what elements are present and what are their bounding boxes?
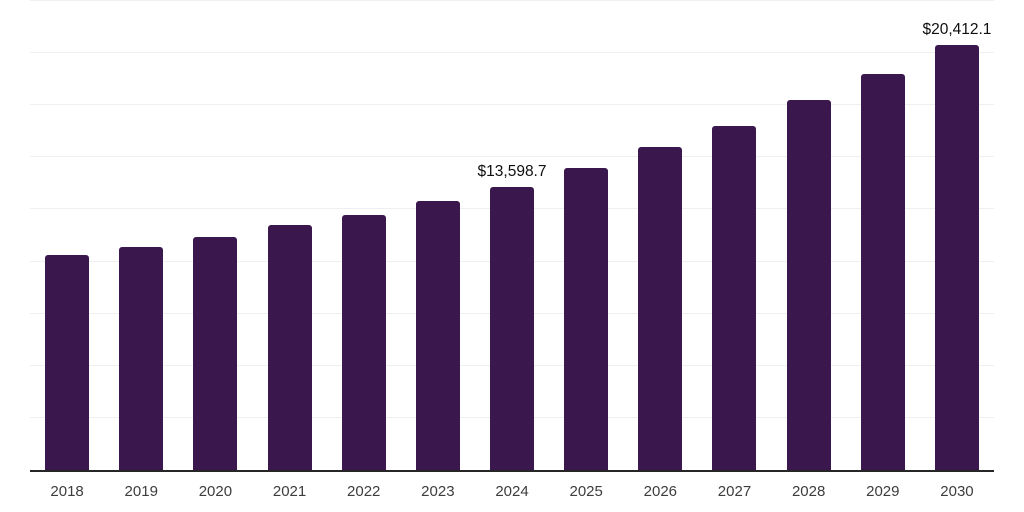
x-tick-2023: 2023 [421, 482, 455, 500]
x-tick-2018: 2018 [50, 482, 84, 500]
x-axis: 2018 2019 2020 2021 2022 2023 2024 2025 2026 2027… [30, 472, 994, 510]
bar-2019[interactable] [119, 246, 164, 470]
bar-slot-2020 [178, 1, 252, 470]
x-tick-2024: 2024 [495, 482, 529, 500]
x-tick-2020: 2020 [198, 482, 233, 500]
bar-slot-2026 [623, 1, 697, 470]
bar-2018[interactable] [45, 254, 90, 470]
bar-slot-2023 [401, 1, 475, 470]
x-tick-2030: 2030 [940, 482, 974, 500]
bar-slot-2025 [549, 1, 623, 470]
bar-2029[interactable] [860, 73, 905, 470]
bar-slot-2018 [30, 1, 104, 470]
bar-2025[interactable] [564, 168, 609, 470]
bar-2026[interactable] [638, 147, 683, 470]
x-tick-2022: 2022 [347, 482, 381, 500]
x-tick-2025: 2025 [569, 482, 603, 500]
data-label-2024: $13,598.7 [477, 163, 547, 181]
bar-slot-2030: $20,412.1 [920, 1, 994, 470]
bars-row: $13,598.7 $20,412.1 [30, 1, 994, 470]
bar-2028[interactable] [786, 100, 831, 470]
bar-2030[interactable] [934, 44, 979, 470]
x-tick-2026: 2026 [643, 482, 678, 500]
bar-2020[interactable] [193, 237, 238, 470]
bar-2023[interactable] [415, 201, 460, 470]
bar-slot-2019 [104, 1, 178, 470]
bar-slot-2028 [772, 1, 846, 470]
bar-2027[interactable] [712, 126, 757, 470]
data-label-2030: $20,412.1 [922, 21, 992, 39]
bar-2024[interactable] [490, 186, 535, 470]
x-tick-2029: 2029 [866, 482, 900, 500]
bar-slot-2022 [327, 1, 401, 470]
x-tick-2021: 2021 [272, 482, 307, 500]
bar-2021[interactable] [267, 225, 312, 470]
x-tick-2027: 2027 [717, 482, 752, 500]
bar-slot-2029 [846, 1, 920, 470]
plot-area: $13,598.7 $20,412.1 [30, 0, 994, 472]
x-tick-2028: 2028 [791, 482, 826, 500]
bar-slot-2024: $13,598.7 [475, 1, 549, 470]
bar-slot-2021 [252, 1, 326, 470]
x-tick-2019: 2019 [124, 482, 158, 500]
bar-2022[interactable] [341, 214, 386, 470]
bar-slot-2027 [697, 1, 771, 470]
